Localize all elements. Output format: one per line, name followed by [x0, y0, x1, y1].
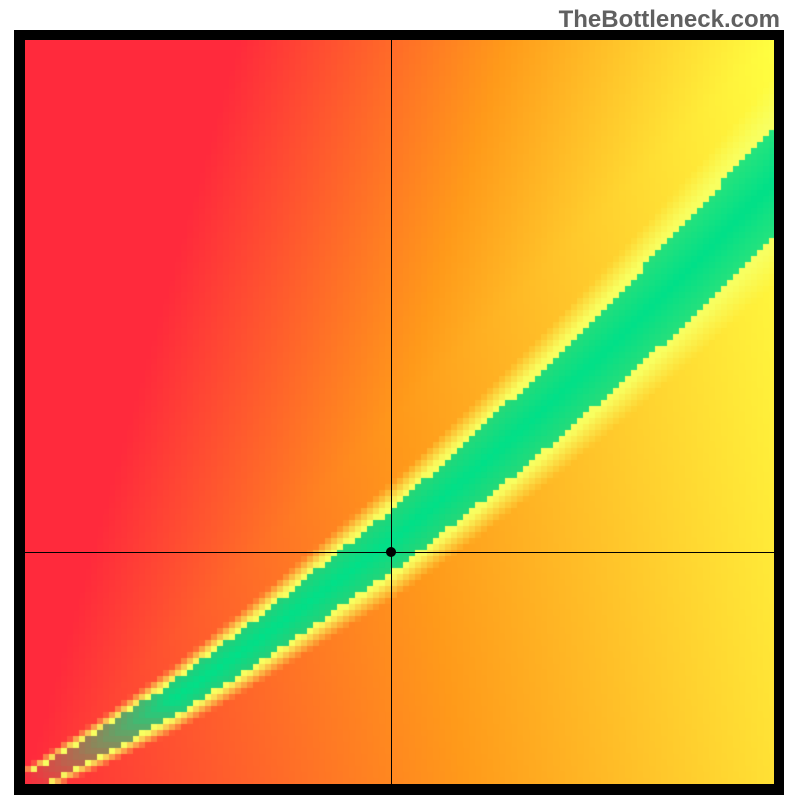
- chart-frame: [14, 30, 784, 795]
- chart-container: TheBottleneck.com: [0, 0, 800, 800]
- crosshair-horizontal: [25, 552, 774, 553]
- heatmap-canvas: [25, 40, 774, 784]
- marker-dot: [386, 547, 396, 557]
- watermark-text: TheBottleneck.com: [559, 6, 780, 34]
- crosshair-vertical: [391, 40, 392, 784]
- plot-area: [25, 40, 774, 784]
